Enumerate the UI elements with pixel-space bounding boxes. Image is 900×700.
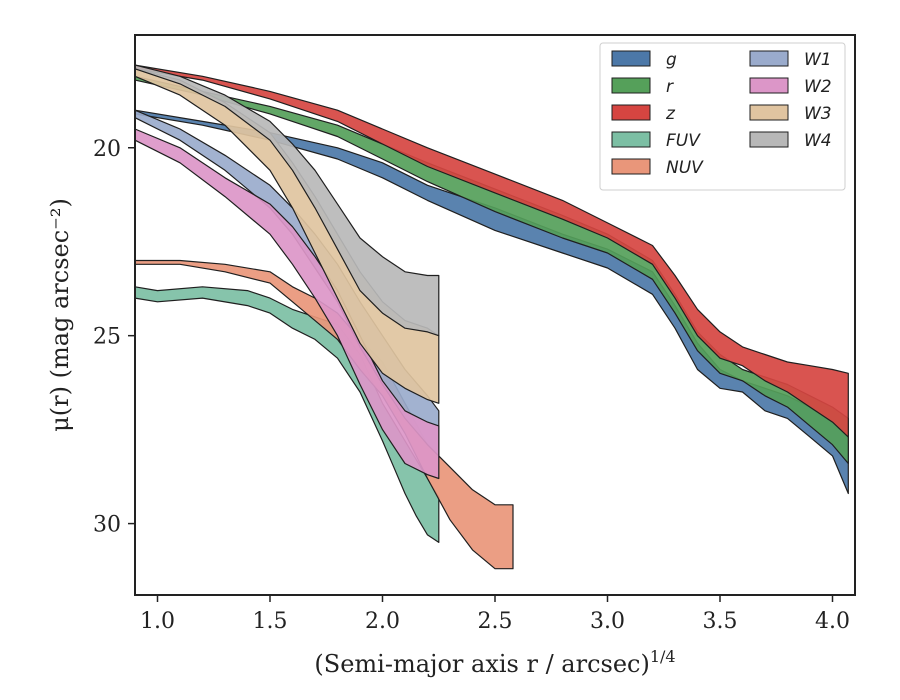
legend-swatch-w1 (749, 50, 789, 67)
legend-label-w2: W2 (804, 77, 832, 97)
y-axis-ticks: 20 25 30 (93, 137, 135, 538)
x-axis-label-exponent: 1/4 (650, 647, 676, 666)
series-band-w4 (134, 64, 440, 337)
y-tick-label: 30 (93, 513, 121, 538)
legend-label-g: g (666, 50, 677, 70)
legend-label-nuv: NUV (666, 158, 704, 178)
legend-label-w1: W1 (804, 50, 832, 70)
legend-swatch-w3 (749, 104, 789, 121)
x-tick-label: 2.0 (365, 609, 400, 634)
x-tick-label: 2.5 (478, 609, 513, 634)
x-tick-label: 1.5 (253, 609, 288, 634)
legend-label-z: z (665, 104, 676, 124)
x-axis-label: (Semi-major axis r / arcsec)1/4 (314, 647, 675, 678)
legend-swatch-w2 (749, 77, 789, 94)
legend-label-r: r (666, 77, 674, 97)
legend: grz FUV NUV W1 W2 W3 W4 (599, 42, 846, 191)
legend-label-fuv: FUV (666, 131, 701, 151)
legend-swatch-nuv (611, 158, 651, 175)
x-tick-label: 3.0 (590, 609, 625, 634)
legend-swatch-g (611, 50, 651, 67)
series-band-z (134, 64, 849, 438)
x-tick-label: 1.0 (140, 609, 175, 634)
legend-swatch-w4 (749, 131, 789, 148)
y-tick-label: 25 (93, 325, 121, 350)
y-tick-label: 20 (93, 137, 121, 162)
x-tick-label: 4.0 (815, 609, 850, 634)
legend-label-w4: W4 (804, 131, 832, 151)
series-band-w2 (134, 128, 440, 480)
legend-swatch-z (611, 104, 651, 121)
series-bands (134, 64, 849, 570)
legend-swatch-r (611, 77, 651, 94)
legend-label-w3: W3 (804, 104, 832, 124)
x-axis-ticks: 1.0 1.5 2.0 2.5 3.0 3.5 4.0 (140, 595, 850, 634)
legend-swatch-fuv (611, 131, 651, 148)
x-tick-label: 3.5 (703, 609, 738, 634)
y-axis-label: μ(r) (mag arcsec⁻²) (46, 198, 74, 432)
